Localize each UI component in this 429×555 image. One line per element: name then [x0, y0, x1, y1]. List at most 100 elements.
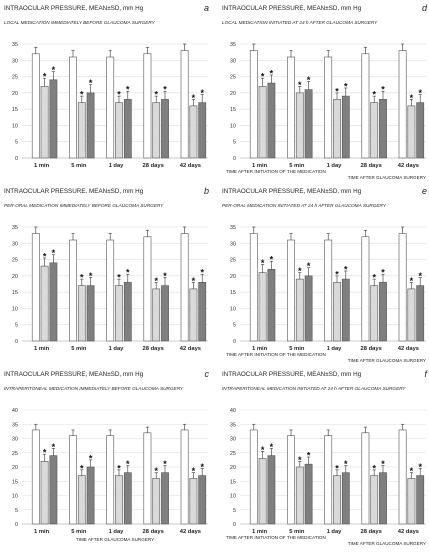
bar: [106, 435, 115, 525]
bar: [341, 95, 350, 159]
significance-star: *: [344, 81, 348, 91]
bar: [287, 56, 295, 159]
chart-subtitle: PER-ORAL MEDICATION INITIATED AT 24 h AF…: [222, 203, 387, 208]
y-tick-label: 15: [230, 290, 236, 296]
significance-star: *: [410, 93, 414, 103]
bar: [370, 102, 379, 159]
bar: [267, 269, 276, 342]
bar: [77, 475, 86, 525]
x-tick-label: 42 days: [180, 529, 201, 535]
chart-subtitle: LOCAL MEDICATION INITIATED AT 24 h AFTER…: [222, 20, 378, 25]
x-axis-title: TIME AFTER INITIATION OF THE MEDICATION: [226, 169, 326, 174]
significance-star: *: [52, 442, 56, 452]
significance-star: *: [335, 269, 339, 279]
significance-star: *: [126, 85, 130, 95]
x-tick-label: 28 days: [361, 163, 382, 169]
bar: [40, 265, 49, 342]
x-tick-label: 5 min: [71, 163, 87, 169]
significance-star: *: [298, 80, 302, 90]
bar: [295, 278, 304, 342]
bar: [152, 288, 161, 342]
significance-star: *: [43, 448, 47, 458]
significance-star: *: [117, 90, 121, 100]
bar: [180, 233, 189, 342]
y-tick-label: 20: [230, 91, 236, 97]
bar: [370, 285, 379, 342]
bar: [379, 99, 387, 159]
bar: [324, 239, 333, 342]
significance-star: *: [410, 466, 414, 476]
chart-panel-b: INTRAOCULAR PRESSURE, MEAN±SD, mm Hg b PER…: [4, 186, 209, 352]
bar: [86, 466, 95, 525]
significance-star: *: [344, 264, 348, 274]
bar: [379, 282, 387, 342]
bar: [189, 105, 198, 159]
bar: [249, 429, 258, 525]
x-tick-label: 5 min: [289, 163, 305, 169]
y-tick-label: 10: [230, 494, 236, 500]
significance-star: *: [307, 451, 311, 461]
significance-star: *: [418, 271, 422, 281]
significance-star: *: [154, 276, 158, 286]
bar: [295, 92, 304, 159]
y-tick-label: 35: [12, 225, 18, 231]
y-tick-label: 25: [12, 258, 18, 264]
x-tick-label: 28 days: [143, 529, 164, 535]
significance-star: *: [418, 462, 422, 472]
bar: [49, 79, 58, 159]
x-tick-label: 1 min: [252, 529, 268, 535]
y-tick-label: 0: [15, 522, 18, 528]
x-axis-title-secondary: TIME AFTER GLAUCOMA SURGERY: [348, 358, 426, 363]
significance-star: *: [307, 75, 311, 85]
bar: [189, 478, 198, 525]
y-tick-label: 10: [12, 494, 18, 500]
significance-star: *: [89, 271, 93, 281]
significance-star: *: [298, 266, 302, 276]
significance-star: *: [43, 251, 47, 261]
x-tick-label: 1 day: [327, 346, 343, 352]
y-tick-label: 35: [230, 42, 236, 48]
y-tick-label: 5: [15, 323, 18, 329]
significance-star: *: [52, 248, 56, 258]
significance-star: *: [154, 466, 158, 476]
bar: [40, 86, 49, 159]
x-tick-label: 42 days: [180, 346, 201, 352]
x-tick-label: 1 min: [252, 163, 268, 169]
bar: [161, 99, 169, 159]
significance-star: *: [80, 463, 84, 473]
significance-star: *: [261, 258, 265, 268]
y-tick-label: 5: [233, 508, 236, 514]
x-tick-label: 1 day: [109, 346, 125, 352]
significance-star: *: [192, 276, 196, 286]
y-tick-label: 15: [230, 107, 236, 113]
bar: [180, 50, 189, 159]
y-tick-label: 20: [230, 274, 236, 280]
y-tick-label: 40: [12, 408, 18, 414]
chart-title: INTRAOCULAR PRESSURE, MEAN±SD, mm Hg: [4, 5, 144, 12]
x-tick-label: 28 days: [361, 346, 382, 352]
bar: [304, 275, 313, 342]
bar: [40, 460, 49, 525]
bar: [143, 53, 152, 159]
bar: [333, 475, 341, 525]
chart-title: INTRAOCULAR PRESSURE, MEAN±SD, mm Hg: [4, 371, 144, 378]
x-axis-title: TIME AFTER INITIATION OF THE MEDICATION: [226, 535, 326, 540]
x-tick-label: 28 days: [143, 163, 164, 169]
x-tick-label: 5 min: [71, 346, 87, 352]
panel-letter: e: [422, 186, 427, 196]
bar: [333, 282, 341, 342]
y-tick-label: 5: [15, 508, 18, 514]
bar: [198, 282, 207, 342]
chart-panel-a: INTRAOCULAR PRESSURE, MEAN±SD, mm Hg a LOC…: [4, 3, 209, 169]
significance-star: *: [126, 459, 130, 469]
significance-star: *: [381, 85, 385, 95]
significance-star: *: [335, 463, 339, 473]
panel-letter: c: [205, 369, 210, 379]
bar: [77, 102, 86, 159]
y-tick-label: 30: [230, 241, 236, 247]
bar: [407, 288, 416, 342]
y-tick-label: 40: [230, 408, 236, 414]
x-axis-title-secondary: TIME AFTER GLAUCOMA SURGERY: [348, 175, 426, 180]
chart-title: INTRAOCULAR PRESSURE, MEAN±SD, mm Hg: [222, 5, 362, 12]
bar: [69, 56, 77, 159]
